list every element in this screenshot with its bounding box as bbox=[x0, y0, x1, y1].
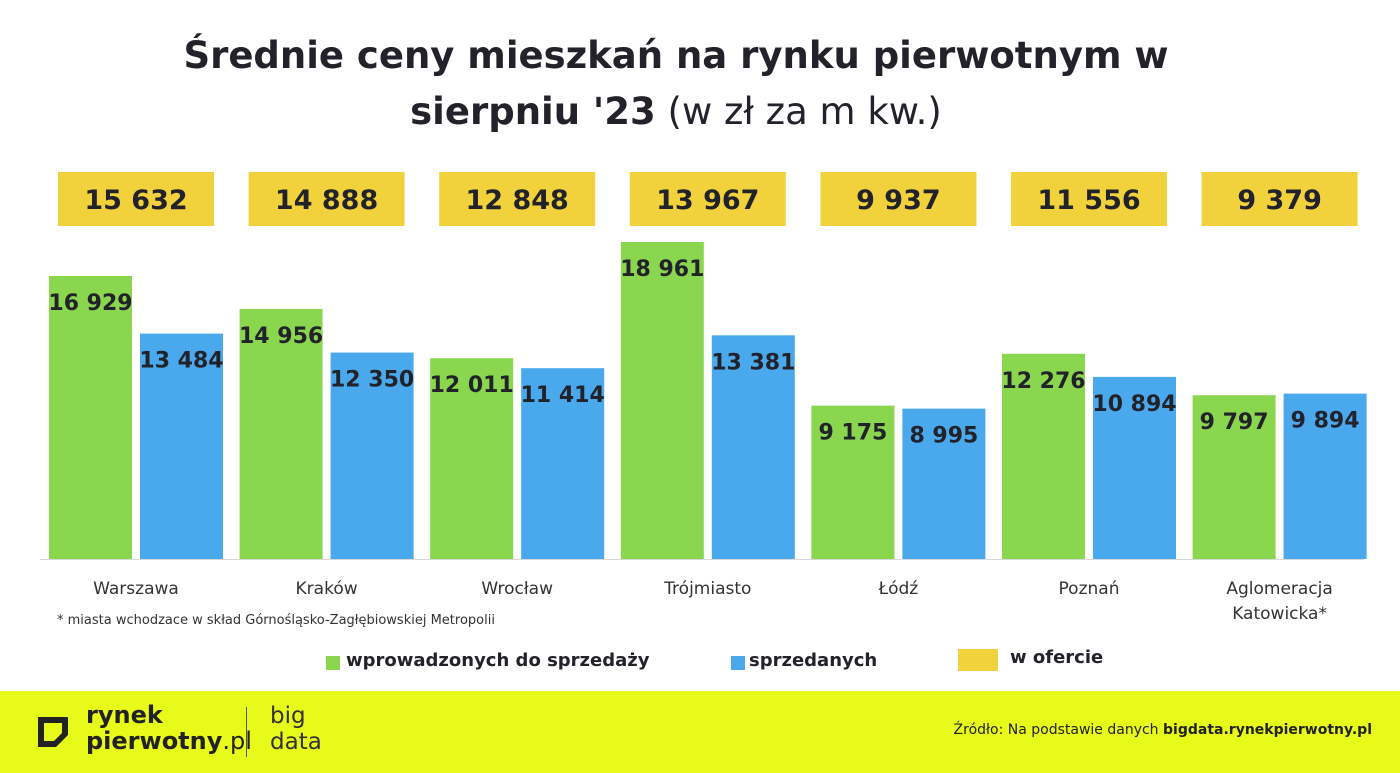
title-line1: Średnie ceny mieszkań na rynku pierwotny… bbox=[183, 34, 1169, 77]
data-label-offer: 11 556 bbox=[1037, 185, 1140, 216]
category-label: Trójmiasto bbox=[663, 579, 751, 599]
footer-bar: rynek pierwotny.pl big data Źródło: Na p… bbox=[0, 691, 1400, 773]
legend-swatch-blue bbox=[731, 656, 745, 670]
bar-sold bbox=[1283, 393, 1367, 559]
legend-label-introduced: wprowadzonych do sprzedaży bbox=[346, 650, 650, 671]
offer-box bbox=[58, 172, 214, 226]
legend-swatch-yellow bbox=[958, 649, 998, 671]
category-label: Aglomeracja bbox=[1226, 579, 1332, 599]
legend-label-offer: w ofercie bbox=[1010, 647, 1104, 668]
title-line2-bold: sierpniu '23 bbox=[410, 90, 656, 133]
logo-text-pierwotny-bold: pierwotny bbox=[86, 727, 223, 755]
data-label-sold: 9 894 bbox=[1291, 409, 1360, 434]
footnote: * miasta wchodzace w skład Górnośląsko-Z… bbox=[57, 613, 495, 628]
category-label: Kraków bbox=[296, 579, 358, 599]
chart-title: Średnie ceny mieszkań na rynku pierwotny… bbox=[0, 28, 1352, 140]
bar-sold bbox=[711, 335, 795, 559]
category-label: Poznań bbox=[1059, 579, 1120, 599]
data-label-introduced: 9 797 bbox=[1200, 410, 1269, 435]
title-unit: (w zł za m kw.) bbox=[667, 90, 942, 133]
data-label-sold: 8 995 bbox=[909, 424, 978, 449]
rynekpierwotny-logo-icon bbox=[38, 717, 68, 747]
data-label-introduced: 12 011 bbox=[430, 373, 514, 398]
data-label-introduced: 18 961 bbox=[620, 257, 704, 282]
category-label: Wrocław bbox=[481, 579, 553, 599]
offer-box bbox=[1011, 172, 1167, 226]
bar-introduced bbox=[1002, 353, 1085, 559]
bar-sold bbox=[330, 352, 414, 559]
data-label-sold: 13 381 bbox=[711, 350, 795, 375]
legend-label-sold: sprzedanych bbox=[749, 650, 878, 671]
data-label-offer: 14 888 bbox=[275, 185, 378, 216]
source-link[interactable]: bigdata.rynekpierwotny.pl bbox=[1163, 722, 1372, 738]
data-label-offer: 9 937 bbox=[856, 185, 941, 216]
data-label-sold: 12 350 bbox=[330, 368, 414, 393]
offer-box bbox=[439, 172, 596, 226]
legend-swatch-green bbox=[326, 656, 340, 670]
category-label: Katowicka* bbox=[1232, 604, 1327, 624]
category-label: Łódź bbox=[878, 579, 919, 599]
bar-chart: 16 929 13 484 15 632 Warszawa 14 956 12 350 14… bbox=[40, 172, 1367, 624]
bar-introduced bbox=[430, 358, 514, 559]
category-label: Warszawa bbox=[93, 579, 179, 599]
logo-text-pierwotny: pierwotny.pl bbox=[86, 727, 252, 755]
data-label-offer: 9 379 bbox=[1237, 185, 1322, 216]
source-prefix: Źródło: Na podstawie danych bbox=[953, 722, 1159, 738]
bar-sold bbox=[521, 368, 605, 559]
offer-box bbox=[629, 172, 786, 226]
data-label-offer: 12 848 bbox=[466, 185, 569, 216]
data-label-introduced: 16 929 bbox=[48, 291, 132, 316]
bar-sold bbox=[140, 333, 223, 559]
bar-introduced bbox=[49, 276, 132, 559]
data-label-introduced: 14 956 bbox=[239, 324, 323, 349]
data-label-offer: 15 632 bbox=[84, 185, 187, 216]
bar-introduced bbox=[620, 242, 704, 559]
logo-text-domain: .pl bbox=[222, 727, 252, 755]
offer-box bbox=[820, 172, 977, 226]
data-label-introduced: 9 175 bbox=[818, 421, 887, 446]
bar-sold bbox=[902, 408, 986, 559]
data-label-sold: 11 414 bbox=[521, 383, 605, 408]
offer-box bbox=[248, 172, 405, 226]
data-label-sold: 10 894 bbox=[1092, 392, 1176, 417]
bar-introduced bbox=[1192, 395, 1276, 559]
bar-introduced bbox=[811, 405, 895, 559]
offer-box bbox=[1201, 172, 1358, 226]
data-label-offer: 13 967 bbox=[656, 185, 759, 216]
bigdata-logo-line2: data bbox=[270, 729, 322, 755]
logo-divider bbox=[246, 707, 247, 757]
logo-text-rynek: rynek bbox=[86, 701, 163, 729]
bigdata-logo-line1: big bbox=[270, 703, 306, 729]
bar-sold bbox=[1093, 376, 1176, 559]
bar-introduced bbox=[239, 308, 323, 559]
data-label-sold: 13 484 bbox=[139, 349, 223, 374]
source-note: Źródło: Na podstawie danych bigdata.ryne… bbox=[954, 722, 1372, 738]
data-label-introduced: 12 276 bbox=[1001, 369, 1085, 394]
